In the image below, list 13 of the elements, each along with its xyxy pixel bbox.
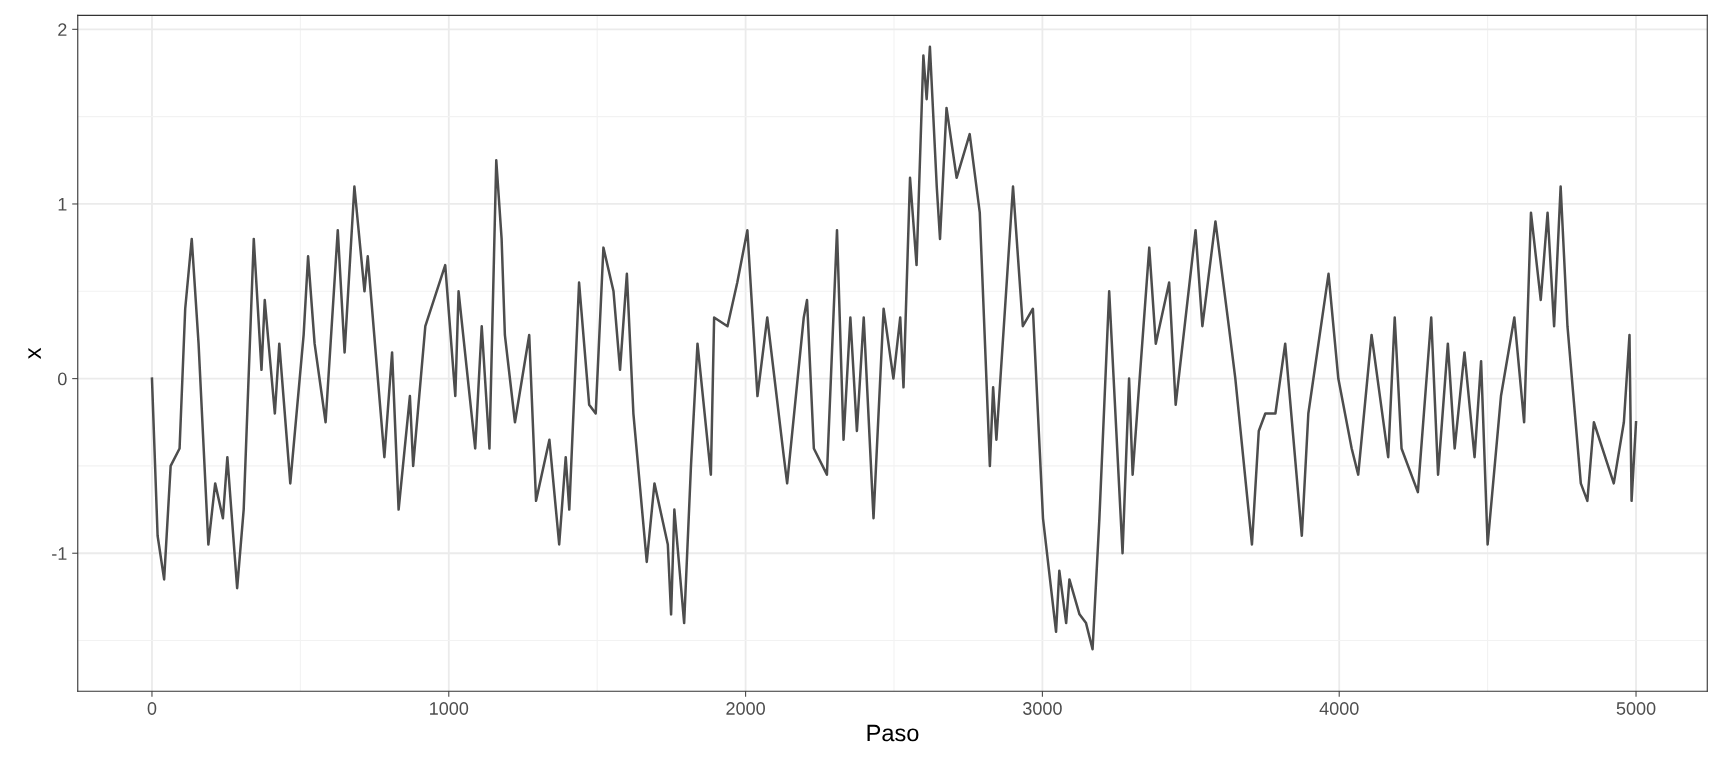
y-tick-label: 2 xyxy=(58,23,67,36)
y-tick-label: -1 xyxy=(52,547,67,560)
x-tick-label: 2000 xyxy=(726,702,765,715)
x-tick-label: 0 xyxy=(147,702,157,715)
line-series xyxy=(150,45,1638,651)
y-tick-label: 1 xyxy=(58,198,67,211)
x-tick-label: 1000 xyxy=(430,702,469,715)
x-tick-label: 5000 xyxy=(1616,702,1656,715)
y-axis-title: x xyxy=(28,347,41,359)
x-axis-title: Paso xyxy=(867,724,919,742)
x-tick-label: 4000 xyxy=(1319,702,1359,715)
y-tick-label: 0 xyxy=(58,372,67,386)
x-tick-label: 3000 xyxy=(1023,702,1062,715)
